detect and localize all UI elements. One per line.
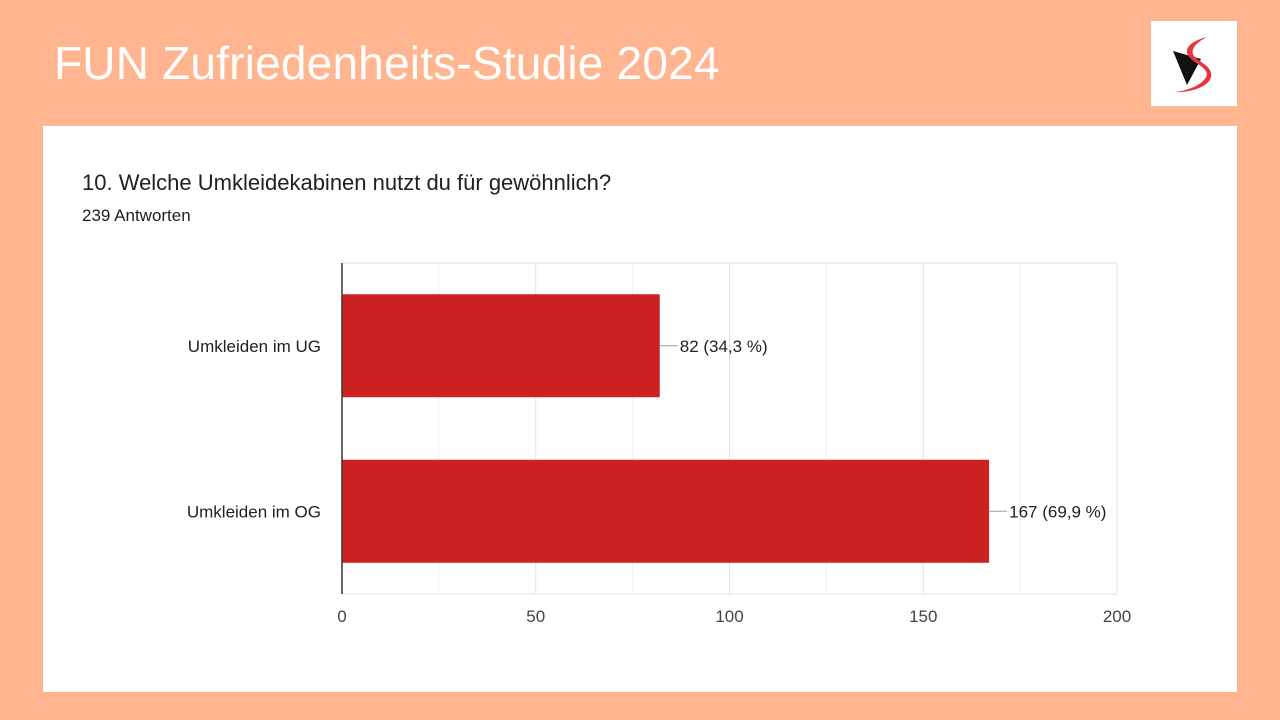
response-count: 239 Antworten xyxy=(82,206,191,225)
category-label: Umkleiden im UG xyxy=(188,337,321,356)
bar xyxy=(342,294,660,398)
question-title: 10. Welche Umkleidekabinen nutzt du für … xyxy=(82,170,612,195)
x-tick-label: 200 xyxy=(1103,607,1131,626)
value-label: 82 (34,3 %) xyxy=(680,337,768,356)
x-tick-label: 0 xyxy=(337,607,346,626)
x-tick-label: 100 xyxy=(715,607,743,626)
brand-s-logo-icon xyxy=(1173,37,1212,93)
bar-chart: Umkleiden im UG 82 (34,3 %) Umkleiden im O… xyxy=(187,262,1131,626)
chart-card: 10. Welche Umkleidekabinen nutzt du für … xyxy=(43,126,1237,692)
brand-logo xyxy=(1151,21,1237,106)
category-label: Umkleiden im OG xyxy=(187,502,321,521)
bar xyxy=(342,459,990,563)
x-tick-label: 50 xyxy=(526,607,545,626)
slide-title: FUN Zufriedenheits-Studie 2024 xyxy=(54,37,720,89)
x-tick-label: 150 xyxy=(909,607,937,626)
value-label: 167 (69,9 %) xyxy=(1009,502,1106,521)
